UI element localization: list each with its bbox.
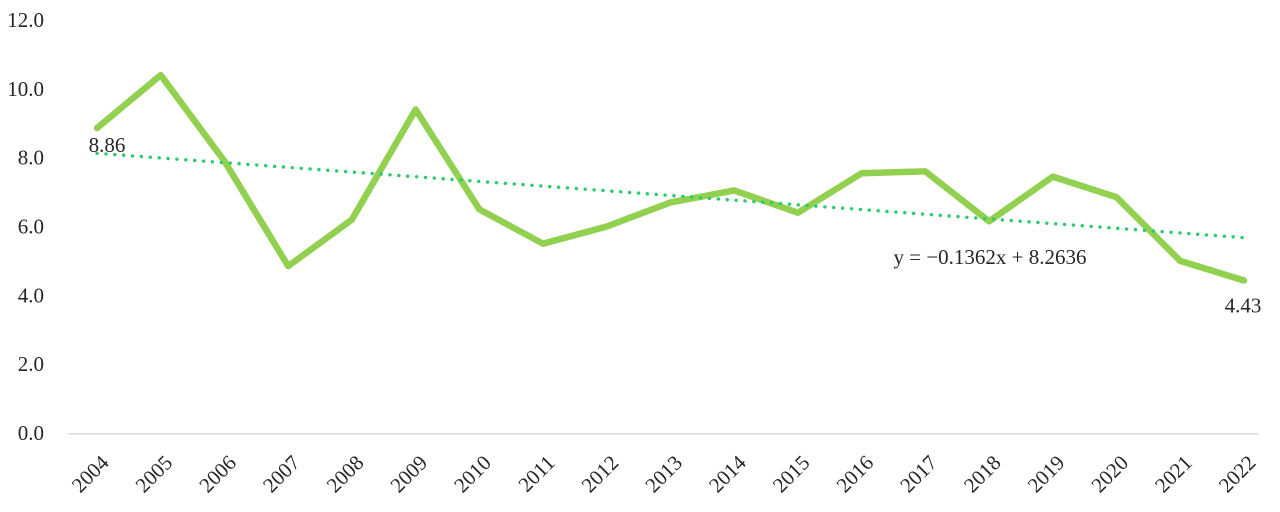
- y-axis-tick-label: 0.0: [18, 421, 44, 445]
- y-axis-tick-label: 10.0: [7, 77, 44, 101]
- x-axis-tick-label: 2006: [194, 451, 241, 498]
- y-axis-tick-label: 6.0: [18, 214, 44, 238]
- x-axis-tick-label: 2005: [131, 451, 178, 498]
- series-line: [93, 71, 1248, 284]
- data-label: 8.86: [89, 133, 126, 157]
- x-axis-tick-label: 2018: [959, 451, 1006, 498]
- x-axis-tick-label: 2020: [1086, 451, 1133, 498]
- x-axis-tick-label: 2013: [640, 451, 687, 498]
- trendline: [95, 151, 1246, 240]
- x-axis-tick-label: 2007: [258, 451, 305, 498]
- x-axis-tick-label: 2019: [1023, 451, 1070, 498]
- trendline-equation-label: y = −0.1362x + 8.2636: [893, 245, 1086, 269]
- x-axis-tick-label: 2021: [1150, 451, 1197, 498]
- x-axis-tick-label: 2009: [385, 451, 432, 498]
- x-axis-tick-label: 2010: [449, 451, 496, 498]
- x-axis-tick-label: 2012: [577, 451, 624, 498]
- x-axis-tick-label: 2015: [768, 451, 815, 498]
- y-axis-tick-label: 2.0: [18, 352, 44, 376]
- data-label: 4.43: [1225, 294, 1262, 318]
- x-axis-tick-label: 2016: [832, 451, 879, 498]
- y-axis-tick-label: 12.0: [7, 8, 44, 32]
- y-axis-tick-label: 8.0: [18, 146, 44, 170]
- x-axis-tick-label: 2008: [322, 451, 369, 498]
- y-axis-tick-label: 4.0: [18, 283, 44, 307]
- x-axis-tick-label: 2017: [895, 451, 942, 498]
- x-axis-tick-label: 2022: [1214, 451, 1261, 498]
- x-axis-tick-label: 2011: [513, 451, 559, 497]
- x-axis-tick-label: 2014: [704, 450, 751, 497]
- x-axis-tick-label: 2004: [67, 450, 114, 497]
